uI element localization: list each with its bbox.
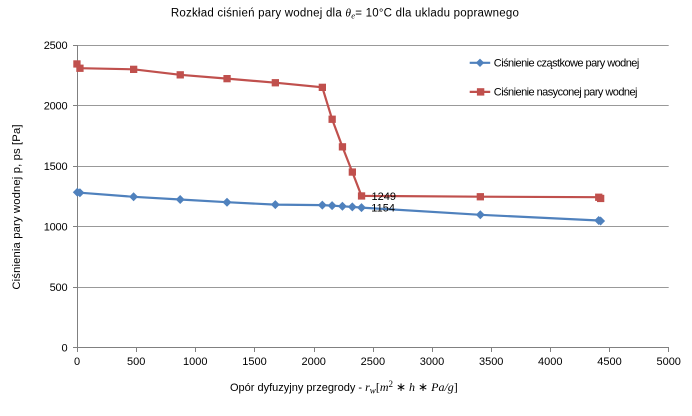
svg-text:0: 0 — [74, 356, 80, 368]
svg-text:1500: 1500 — [44, 161, 68, 173]
svg-text:1500: 1500 — [242, 356, 266, 368]
svg-text:1154: 1154 — [371, 203, 395, 215]
svg-text:3000: 3000 — [420, 356, 444, 368]
svg-text:2500: 2500 — [44, 40, 68, 52]
svg-text:Ciśnienia pary wodnej p, ps [: Ciśnienia pary wodnej p, ps [Pa] — [11, 124, 23, 289]
svg-text:500: 500 — [127, 356, 145, 368]
svg-text:0: 0 — [61, 342, 67, 354]
svg-text:5000: 5000 — [656, 356, 680, 368]
svg-text:2500: 2500 — [361, 356, 385, 368]
svg-text:Ciśnienie cząstkowe pary wodne: Ciśnienie cząstkowe pary wodnej — [494, 58, 639, 70]
svg-text:Opór dyfuzyjny przegrody - rw[: Opór dyfuzyjny przegrody - rw[m2 ∗ h ∗ P… — [230, 379, 458, 396]
svg-text:1000: 1000 — [183, 356, 207, 368]
svg-text:2000: 2000 — [44, 100, 68, 112]
svg-text:1000: 1000 — [44, 221, 68, 233]
svg-text:1249: 1249 — [372, 191, 396, 203]
svg-text:3500: 3500 — [479, 356, 503, 368]
svg-text:500: 500 — [50, 282, 68, 294]
svg-text:Rozkład ciśnień pary wodnej d: Rozkład ciśnień pary wodnej dla θe= 10°C… — [171, 8, 519, 21]
svg-text:4000: 4000 — [538, 356, 562, 368]
svg-text:Ciśnienie nasyconej pary wodne: Ciśnienie nasyconej pary wodnej — [494, 87, 637, 99]
svg-text:2000: 2000 — [301, 356, 325, 368]
svg-text:4500: 4500 — [597, 356, 621, 368]
